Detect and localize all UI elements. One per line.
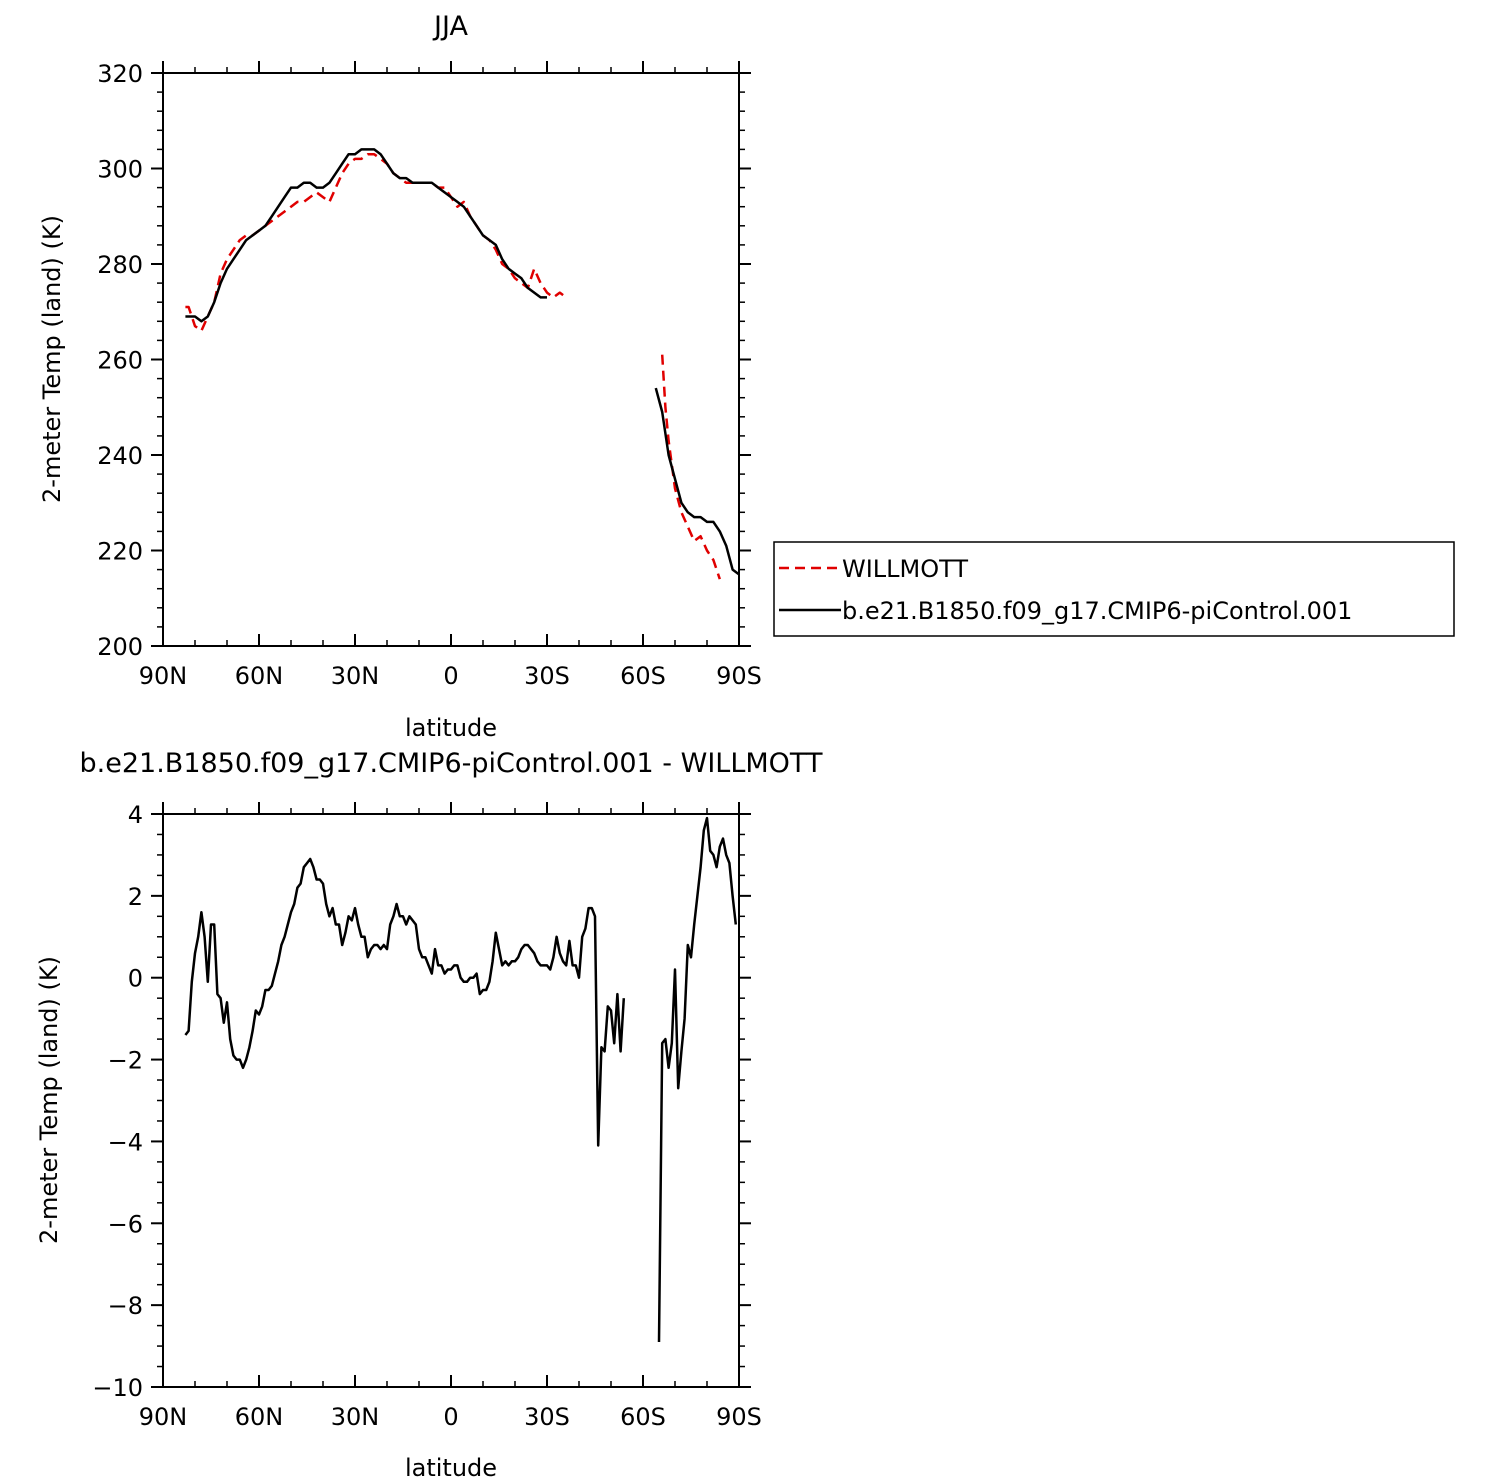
bottom-y-tick-label: 4	[128, 801, 143, 829]
top-y-tick-label: 200	[97, 633, 143, 661]
bottom-y-tick-label: 2	[128, 883, 143, 911]
top-axis-ticks: 90N 60N 30N 0 30S 60S 90S 200 220 240 260 280 300 320	[97, 60, 762, 690]
top-y-tick-label: 240	[97, 442, 143, 470]
top-chart-title: JJA	[432, 11, 468, 42]
bottom-x-tick-label: 30S	[524, 1403, 570, 1431]
top-y-axis-label: 2-meter Temp (land) (K)	[38, 215, 66, 503]
top-x-axis-label: latitude	[405, 714, 497, 742]
bottom-y-tick-label: −10	[92, 1374, 143, 1402]
bottom-x-axis-label: latitude	[405, 1454, 497, 1482]
top-x-tick-label: 30N	[331, 662, 380, 690]
bottom-axis-ticks: 90N 60N 30N 0 30S 60S 90S −10 −8 −6 −4 −2 0 2 4	[92, 801, 762, 1431]
bottom-series-lines	[184, 816, 738, 1343]
top-y-tick-label: 300	[97, 156, 143, 184]
bottom-y-tick-label: −8	[108, 1292, 143, 1320]
bottom-x-tick-label: 30N	[331, 1403, 380, 1431]
legend-box	[773, 541, 1455, 637]
top-panel: JJA 90N 60N 30N 0 30S 60S 90S 200 220 240 260 280 30…	[38, 11, 762, 742]
bottom-chart-title: b.e21.B1850.f09_g17.CMIP6-piControl.001 …	[80, 748, 823, 779]
bottom-y-tick-label: −2	[108, 1047, 143, 1075]
top-series-lines	[185, 148, 740, 580]
bottom-series-line-0	[184, 816, 738, 1343]
top-y-tick-label: 260	[97, 347, 143, 375]
top-x-tick-label: 90N	[139, 662, 188, 690]
bottom-y-tick-label: −6	[108, 1210, 143, 1238]
bottom-y-tick-label: −4	[108, 1128, 143, 1156]
top-x-tick-label: 60N	[235, 662, 284, 690]
bottom-x-tick-label: 60S	[620, 1403, 666, 1431]
top-series-line-0	[185, 152, 721, 580]
top-series-line-1	[185, 148, 740, 576]
bottom-x-tick-label: 0	[443, 1403, 458, 1431]
bottom-x-tick-label: 90S	[716, 1403, 762, 1431]
top-y-tick-label: 280	[97, 251, 143, 279]
bottom-panel: b.e21.B1850.f09_g17.CMIP6-piControl.001 …	[35, 748, 823, 1482]
legend-label-model: b.e21.B1850.f09_g17.CMIP6-piControl.001	[842, 597, 1352, 625]
top-x-tick-label: 90S	[716, 662, 762, 690]
top-y-tick-label: 320	[97, 60, 143, 88]
bottom-plot-frame	[162, 813, 740, 1388]
top-y-tick-label: 220	[97, 538, 143, 566]
top-x-tick-label: 60S	[620, 662, 666, 690]
bottom-x-tick-label: 90N	[139, 1403, 188, 1431]
top-plot-frame	[162, 72, 740, 647]
top-x-tick-label: 0	[443, 662, 458, 690]
top-x-tick-label: 30S	[524, 662, 570, 690]
bottom-y-tick-label: 0	[128, 965, 143, 993]
legend-label-willmott: WILLMOTT	[842, 555, 968, 583]
bottom-x-tick-label: 60N	[235, 1403, 284, 1431]
bottom-y-axis-label: 2-meter Temp (land) (K)	[35, 956, 63, 1244]
legend: WILLMOTT b.e21.B1850.f09_g17.CMIP6-piCon…	[773, 541, 1455, 637]
